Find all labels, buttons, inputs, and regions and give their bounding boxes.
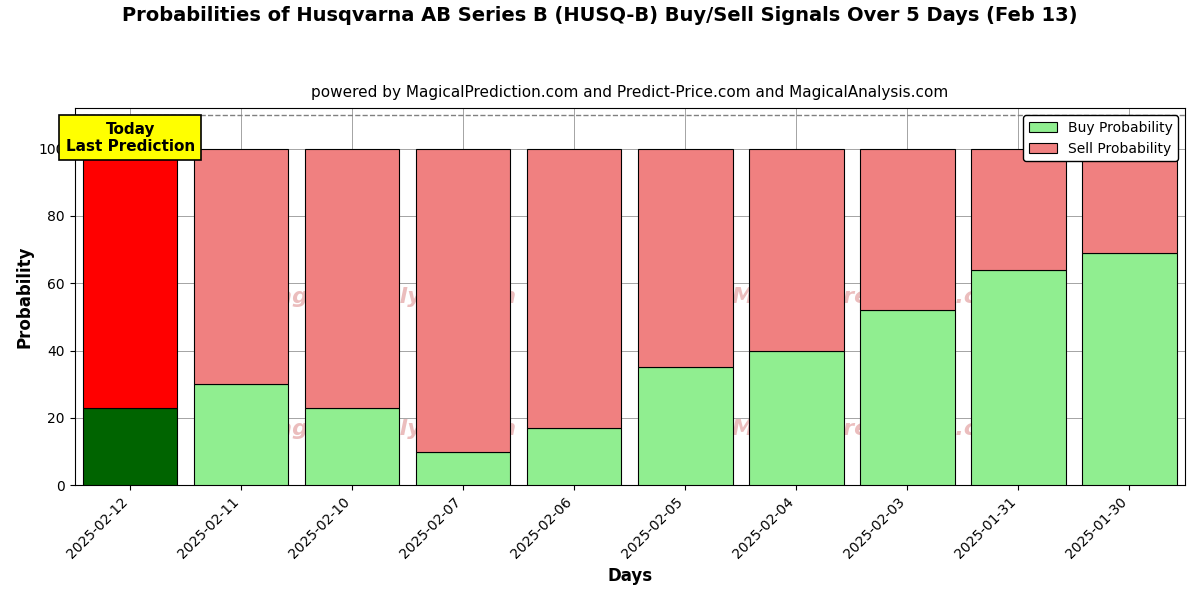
Bar bbox=[416, 452, 510, 485]
Bar bbox=[860, 310, 955, 485]
Bar bbox=[638, 149, 732, 367]
Bar bbox=[1082, 149, 1177, 253]
Bar bbox=[749, 350, 844, 485]
Text: Today
Last Prediction: Today Last Prediction bbox=[66, 122, 194, 154]
Bar bbox=[194, 384, 288, 485]
Title: powered by MagicalPrediction.com and Predict-Price.com and MagicalAnalysis.com: powered by MagicalPrediction.com and Pre… bbox=[311, 85, 948, 100]
Text: MagicalAnalysis.com: MagicalAnalysis.com bbox=[256, 287, 516, 307]
Bar bbox=[83, 149, 178, 408]
Bar bbox=[1082, 253, 1177, 485]
Bar bbox=[749, 149, 844, 350]
Text: MagicalPrediction.com: MagicalPrediction.com bbox=[732, 419, 1016, 439]
Legend: Buy Probability, Sell Probability: Buy Probability, Sell Probability bbox=[1024, 115, 1178, 161]
Bar bbox=[527, 428, 622, 485]
X-axis label: Days: Days bbox=[607, 567, 653, 585]
Bar bbox=[305, 408, 400, 485]
Bar bbox=[971, 270, 1066, 485]
Y-axis label: Probability: Probability bbox=[16, 245, 34, 348]
Text: MagicalAnalysis.com: MagicalAnalysis.com bbox=[256, 419, 516, 439]
Text: MagicalPrediction.com: MagicalPrediction.com bbox=[732, 287, 1016, 307]
Bar bbox=[971, 149, 1066, 270]
Bar bbox=[638, 367, 732, 485]
Bar bbox=[83, 408, 178, 485]
Text: Probabilities of Husqvarna AB Series B (HUSQ-B) Buy/Sell Signals Over 5 Days (Fe: Probabilities of Husqvarna AB Series B (… bbox=[122, 6, 1078, 25]
Bar bbox=[527, 149, 622, 428]
Bar bbox=[860, 149, 955, 310]
Bar bbox=[305, 149, 400, 408]
Bar bbox=[194, 149, 288, 384]
Bar bbox=[416, 149, 510, 452]
